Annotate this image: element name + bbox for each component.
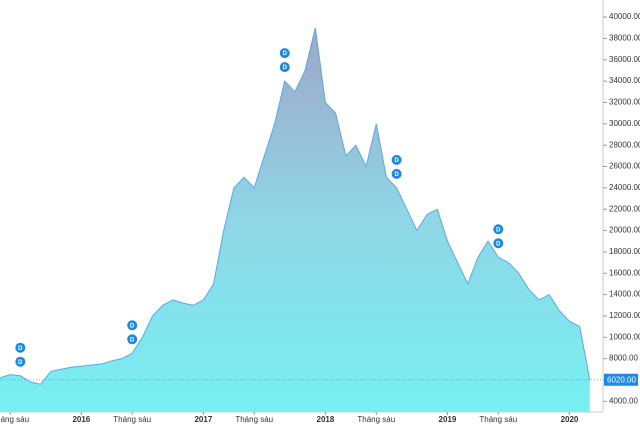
x-tick-label: 2018 bbox=[317, 415, 335, 424]
x-tick-label: 2020 bbox=[561, 415, 579, 424]
dividend-marker bbox=[279, 48, 290, 59]
y-tick-label: 38000.00 bbox=[609, 34, 640, 43]
y-tick-label: 8000.00 bbox=[609, 354, 638, 363]
y-tick-label: 36000.00 bbox=[609, 55, 640, 64]
y-tick-label: 26000.00 bbox=[609, 162, 640, 171]
dividend-label: D bbox=[496, 227, 501, 233]
y-tick-label: 16000.00 bbox=[609, 268, 640, 277]
y-tick-label: 22000.00 bbox=[609, 204, 640, 213]
dividend-label: D bbox=[394, 172, 399, 178]
dividend-label: D bbox=[18, 346, 23, 352]
dividend-marker bbox=[127, 334, 138, 345]
y-tick-label: 18000.00 bbox=[609, 247, 640, 256]
dividend-marker bbox=[493, 224, 504, 235]
dividend-label: D bbox=[283, 51, 288, 57]
y-tick-label: 24000.00 bbox=[609, 183, 640, 192]
x-tick-label: 2017 bbox=[194, 415, 212, 424]
y-tick-label: 14000.00 bbox=[609, 290, 640, 299]
price-area bbox=[0, 27, 590, 413]
dividend-marker bbox=[279, 62, 290, 73]
y-tick-label: 40000.00 bbox=[609, 12, 640, 21]
last-price-box bbox=[604, 373, 638, 386]
dividend-label: D bbox=[130, 323, 135, 329]
y-tick-label: 10000.00 bbox=[609, 332, 640, 341]
x-tick-label: Tháng sáu bbox=[479, 415, 517, 424]
dividend-label: D bbox=[283, 65, 288, 71]
x-tick-label: Tháng sáu bbox=[235, 415, 273, 424]
dividend-marker bbox=[15, 356, 26, 367]
dividend-label: D bbox=[394, 158, 399, 164]
last-price-label: 6020.00 bbox=[607, 375, 636, 384]
x-tick-label: Tháng sáu bbox=[0, 415, 29, 424]
x-tick-label: 2016 bbox=[72, 415, 90, 424]
dividend-label: D bbox=[496, 241, 501, 247]
dividend-marker bbox=[127, 320, 138, 331]
y-tick-label: 4000.00 bbox=[609, 396, 638, 405]
dividend-marker bbox=[493, 238, 504, 249]
dividend-marker bbox=[391, 168, 402, 179]
price-line bbox=[0, 27, 591, 385]
dividend-marker bbox=[15, 342, 26, 353]
dividend-marker bbox=[391, 154, 402, 165]
x-tick-label: Tháng sáu bbox=[113, 415, 151, 424]
dividend-label: D bbox=[18, 360, 23, 366]
x-tick-label: 2019 bbox=[439, 415, 457, 424]
y-tick-label: 30000.00 bbox=[609, 119, 640, 128]
y-tick-label: 12000.00 bbox=[609, 311, 640, 320]
y-tick-label: 20000.00 bbox=[609, 226, 640, 235]
y-tick-label: 32000.00 bbox=[609, 98, 640, 107]
y-tick-label: 34000.00 bbox=[609, 76, 640, 85]
x-tick-label: Tháng sáu bbox=[357, 415, 395, 424]
y-tick-label: 28000.00 bbox=[609, 140, 640, 149]
dividend-label: D bbox=[130, 337, 135, 343]
